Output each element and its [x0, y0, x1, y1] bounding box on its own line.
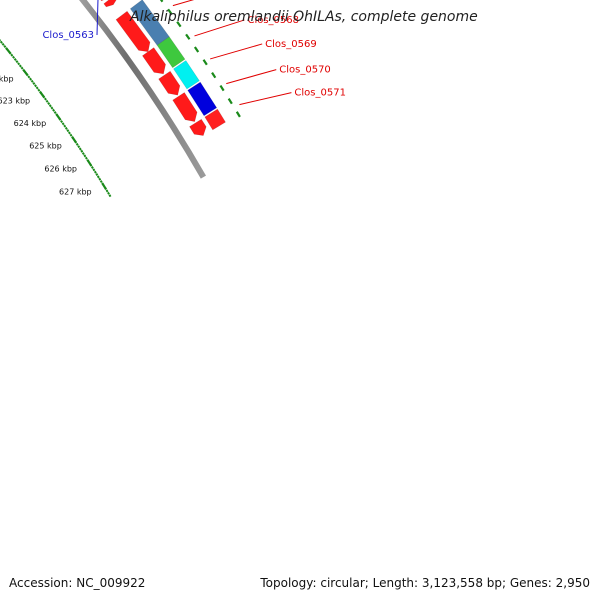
minor-tick [92, 167, 93, 169]
minor-tick [78, 146, 79, 148]
minor-tick [35, 85, 36, 87]
minor-tick [15, 59, 16, 61]
outer-tick [204, 60, 207, 65]
minor-tick [16, 61, 17, 63]
minor-tick [27, 74, 28, 76]
tick-label: 623 kbp [0, 97, 30, 106]
minor-tick [50, 105, 51, 107]
outer-tick [186, 34, 189, 39]
minor-tick [105, 188, 106, 190]
minor-tick [101, 181, 102, 183]
minor-tick [98, 176, 99, 178]
outer-tick [220, 86, 223, 91]
minor-tick [80, 148, 81, 150]
minor-tick [4, 46, 5, 48]
gene-label[interactable]: Clos_0563 [42, 30, 94, 41]
minor-tick [45, 98, 46, 100]
minor-tick [84, 155, 85, 157]
gene-label[interactable]: Clos_0569 [265, 39, 317, 50]
summary-text: Topology: circular; Length: 3,123,558 bp… [260, 576, 590, 590]
minor-tick [1, 41, 2, 43]
minor-tick [81, 150, 82, 152]
leader-line [226, 70, 276, 84]
minor-tick [96, 174, 97, 176]
minor-tick [77, 143, 78, 145]
minor-tick [11, 54, 12, 56]
minor-tick [20, 65, 21, 67]
minor-tick [53, 109, 54, 111]
cds-arrow[interactable] [104, 0, 118, 7]
minor-tick [37, 87, 38, 89]
minor-tick [18, 63, 19, 65]
minor-tick [33, 83, 34, 85]
minor-tick [75, 141, 76, 143]
gene-label[interactable]: Clos_0570 [279, 65, 331, 76]
outer-tick [159, 0, 163, 2]
tick-label: 625 kbp [29, 141, 62, 150]
minor-tick [67, 130, 68, 132]
outer-tick [237, 112, 240, 117]
minor-tick [63, 123, 64, 125]
gene-label[interactable]: Clos_0571 [294, 88, 346, 99]
leader-line [173, 0, 221, 6]
minor-tick [64, 125, 65, 127]
minor-tick [43, 96, 44, 98]
cds-arrow[interactable] [159, 71, 180, 95]
minor-tick [86, 157, 87, 159]
minor-tick [48, 103, 49, 105]
leader-line [239, 93, 291, 105]
minor-tick [9, 52, 10, 54]
minor-tick [51, 107, 52, 109]
minor-tick [55, 112, 56, 114]
tick-label: 626 kbp [44, 164, 77, 173]
minor-tick [109, 195, 110, 197]
minor-tick [38, 89, 39, 91]
tick-label: 624 kbp [14, 119, 47, 128]
minor-tick [70, 134, 71, 136]
minor-tick [2, 44, 3, 46]
tick-label: 627 kbp [59, 187, 92, 196]
leader-line [210, 44, 262, 59]
minor-tick [83, 153, 84, 155]
minor-tick [13, 56, 14, 58]
minor-tick [46, 100, 47, 102]
minor-tick [108, 192, 109, 194]
outer-tick [212, 73, 215, 78]
tick-label: 622 kbp [0, 75, 14, 84]
minor-tick [99, 178, 100, 180]
minor-tick [28, 76, 29, 78]
outer-tick [195, 47, 198, 52]
outer-tick [229, 99, 232, 104]
minor-tick [66, 127, 67, 129]
minor-tick [59, 118, 60, 120]
minor-tick [32, 80, 33, 82]
minor-tick [90, 164, 91, 166]
map-title: Alkaliphilus oremlandii OhILAs, complete… [130, 9, 478, 25]
minor-tick [61, 121, 62, 123]
minor-tick [21, 67, 22, 69]
cds-arrow[interactable] [190, 119, 207, 135]
minor-tick [30, 78, 31, 80]
minor-tick [93, 169, 94, 171]
minor-tick [69, 132, 70, 134]
minor-tick [95, 171, 96, 173]
minor-tick [106, 190, 107, 192]
accession-text: Accession: NC_009922 [9, 576, 145, 590]
